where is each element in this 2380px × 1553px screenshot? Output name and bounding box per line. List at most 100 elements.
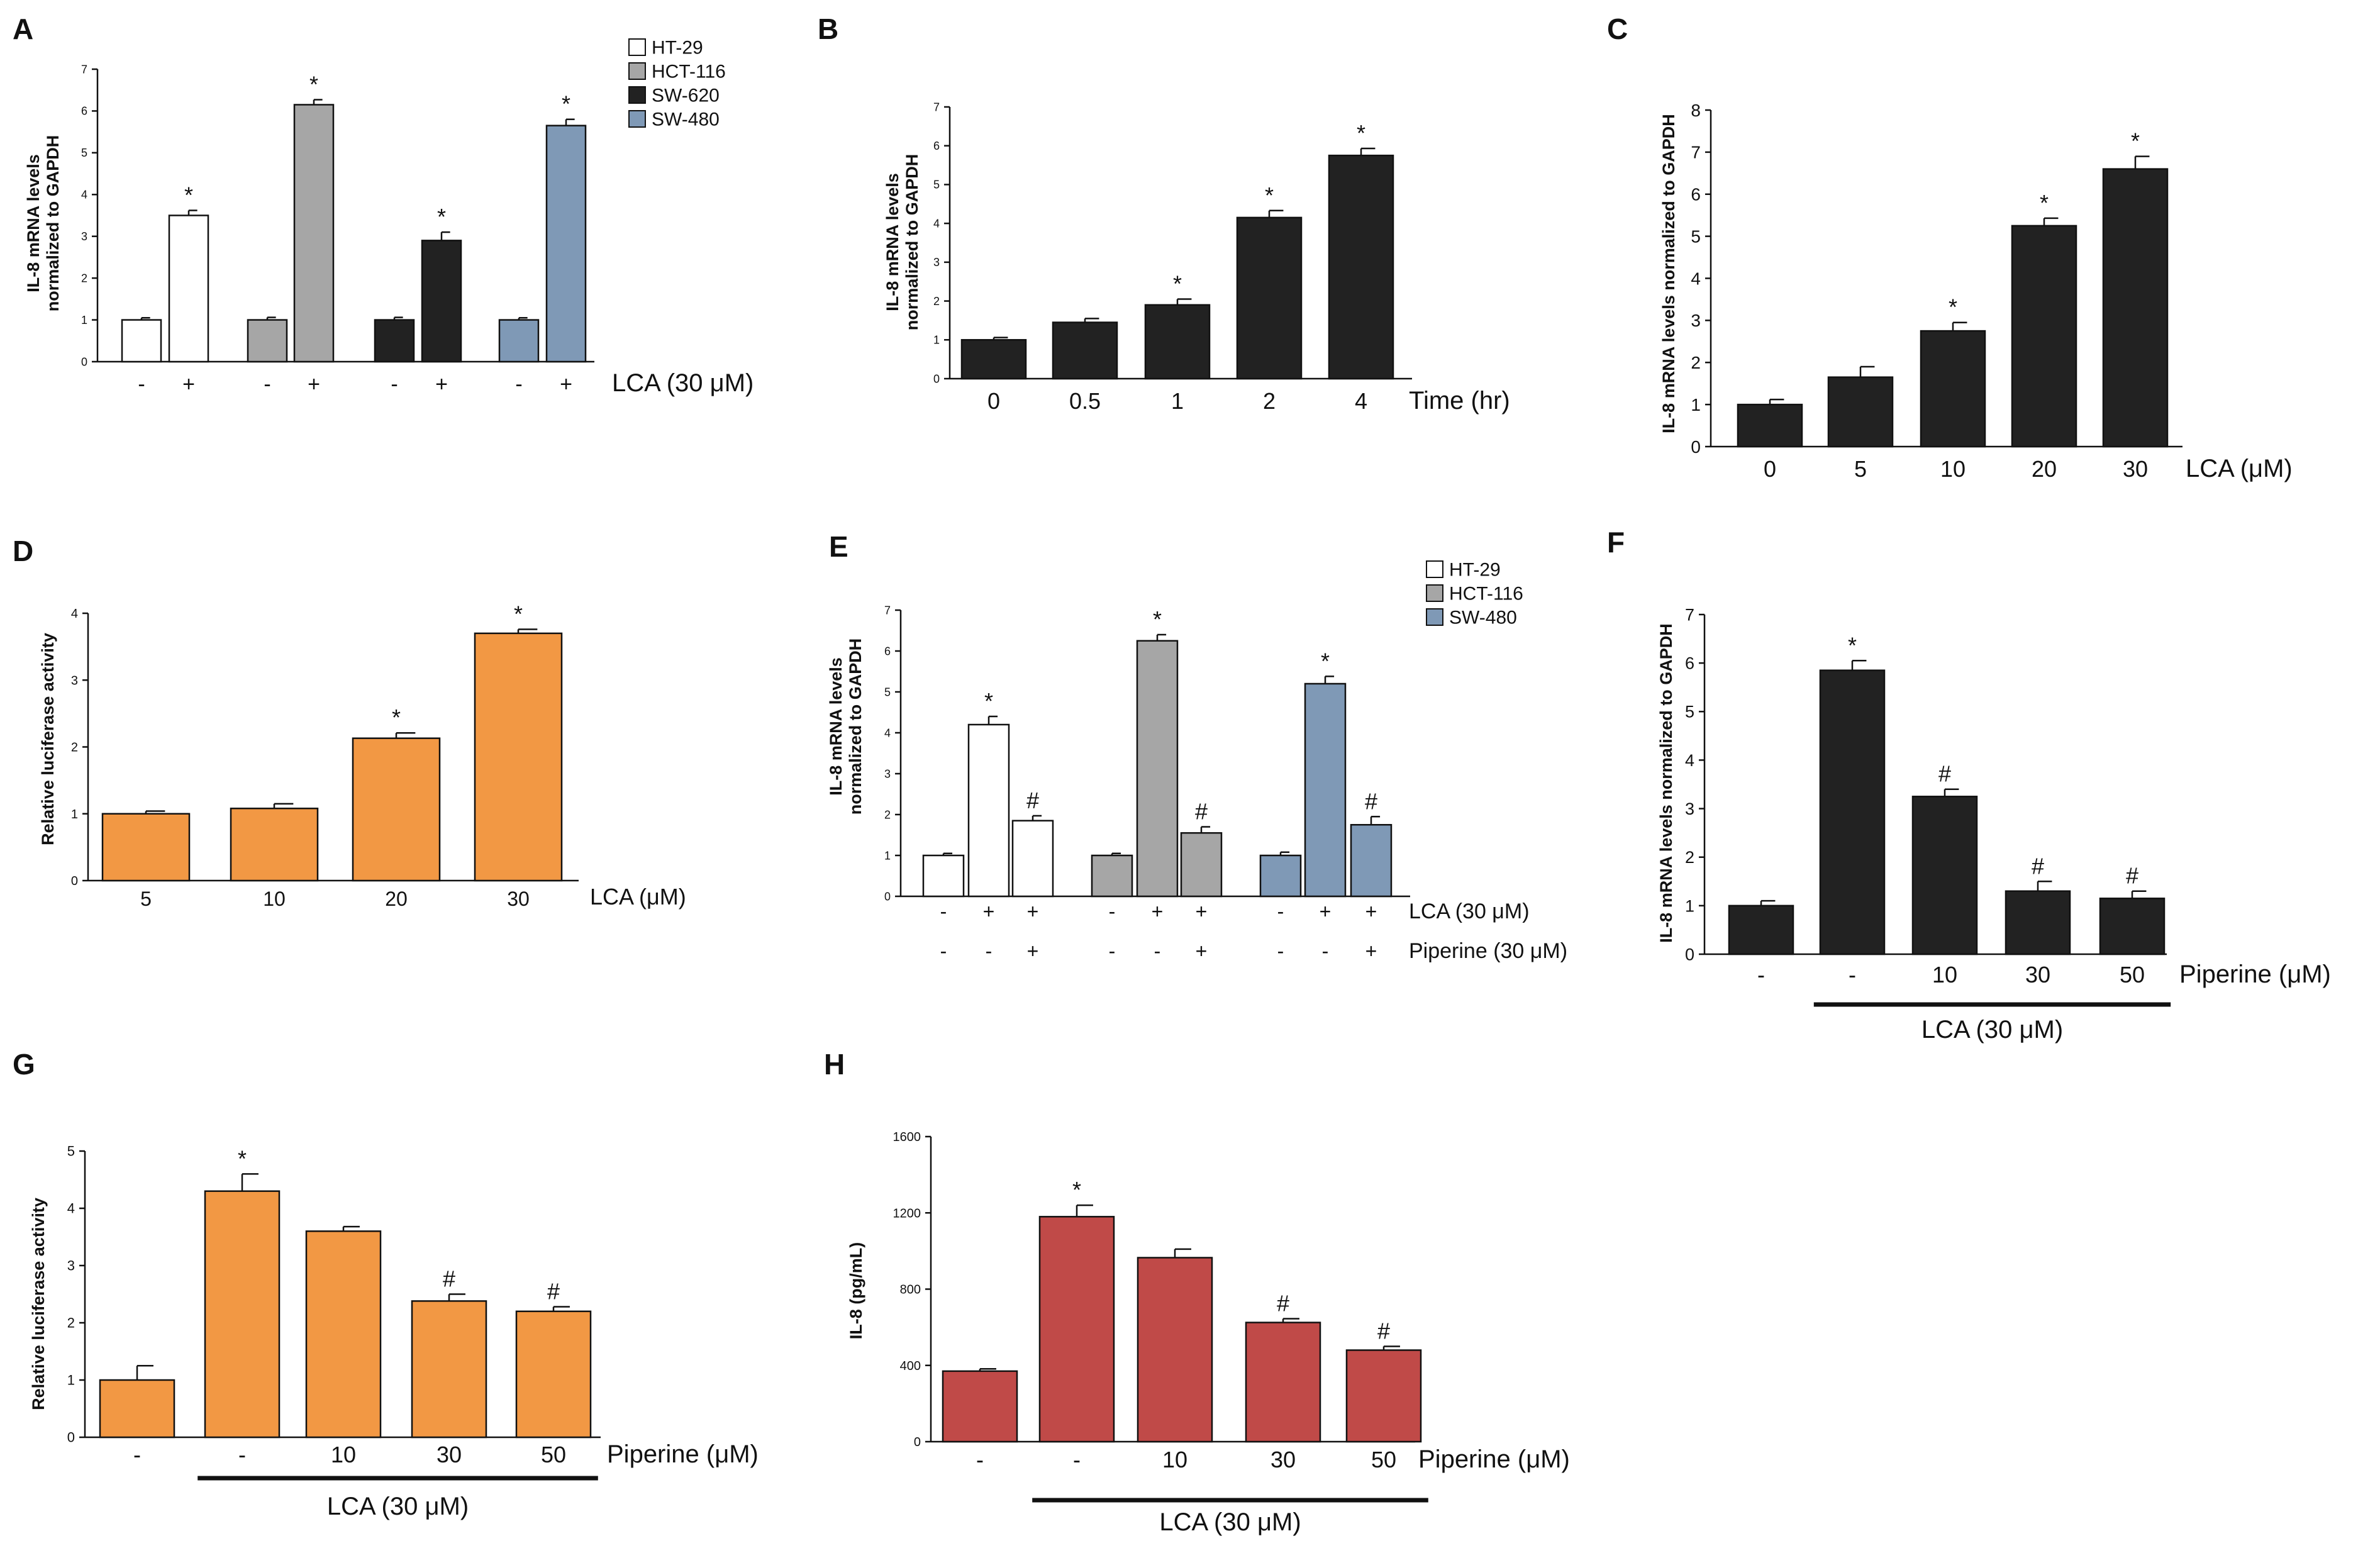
- legend-swatch: [1426, 608, 1443, 626]
- x-tick-label: +: [308, 372, 320, 396]
- y-axis-label: IL-8 mRNA levels normalized to GAPDH: [1657, 623, 1676, 943]
- x-tick-label: 30: [2025, 962, 2050, 988]
- panel-letter: F: [1607, 526, 1625, 559]
- y-tick-label: 3: [1685, 799, 1694, 818]
- y-tick-label: 1600: [893, 1130, 921, 1144]
- significance-mark: #: [1938, 761, 1951, 787]
- y-tick-label: 7: [81, 63, 87, 75]
- y-tick-label: 5: [884, 686, 891, 698]
- x-tick-label-row2: -: [1277, 940, 1284, 962]
- panel-letter: C: [1607, 13, 1628, 45]
- x-tick-label: +: [1365, 900, 1377, 923]
- legend-swatch: [628, 38, 646, 56]
- panel-b: B 0 1 2 3 4 5 6 7 IL-8 mRNA levelsnormalized to G…: [818, 13, 1510, 415]
- y-tick-label: 1200: [893, 1206, 921, 1220]
- y-axis-label-line1: IL-8 mRNA levels: [883, 173, 902, 311]
- x-tick-label: 30: [507, 888, 530, 910]
- x-tick-label: -: [238, 1442, 246, 1467]
- panel-d: D 0 1 2 3 4 Relative luciferase activity 5 10 * 20…: [13, 535, 686, 910]
- bar: [960, 339, 1027, 380]
- bar: [922, 854, 965, 898]
- y-tick-label: 3: [884, 767, 891, 780]
- y-tick-label: 7: [884, 604, 891, 616]
- x-tick-label: 1: [1171, 388, 1184, 414]
- x-tick-label: 5: [140, 888, 152, 910]
- y-axis-label-line2: normalized to GAPDH: [846, 638, 865, 815]
- x-tick-label: +: [182, 372, 195, 396]
- legend-swatch: [628, 86, 646, 104]
- y-tick-label: 7: [1691, 143, 1701, 162]
- bar: [1011, 820, 1054, 898]
- x-tick-label: 50: [541, 1442, 566, 1467]
- x-tick-label: -: [976, 1447, 984, 1472]
- significance-mark: *: [984, 688, 993, 714]
- significance-mark: *: [2040, 190, 2049, 216]
- x-tick-label: -: [138, 372, 145, 396]
- x-tick-label: -: [1109, 900, 1116, 923]
- x-axis-label: LCA (μM): [590, 884, 686, 910]
- bar: [101, 813, 191, 882]
- y-tick-label: 1: [81, 314, 87, 326]
- x-tick-label: 10: [331, 1442, 356, 1467]
- bar: [1911, 796, 1978, 955]
- y-tick-label: 2: [884, 808, 891, 821]
- y-tick-label: 2: [67, 1315, 75, 1331]
- significance-mark: *: [1321, 648, 1330, 674]
- y-tick-label: 1: [933, 334, 940, 347]
- significance-mark: *: [2131, 128, 2140, 154]
- bar: [204, 1190, 281, 1439]
- x-axis-label: LCA (30 μM): [1409, 899, 1530, 923]
- legend-swatch: [628, 110, 646, 128]
- x-tick-label: 30: [437, 1442, 462, 1467]
- panel-letter: H: [824, 1048, 845, 1081]
- y-tick-label: 4: [1691, 269, 1701, 288]
- y-axis-label: Relative luciferase activity: [38, 633, 57, 845]
- x-tick-label: 50: [2120, 962, 2145, 988]
- x-tick-label: -: [1849, 962, 1856, 988]
- y-tick-label: 4: [884, 726, 891, 739]
- y-tick-label: 0: [1691, 437, 1701, 457]
- significance-mark: *: [514, 601, 523, 627]
- x-tick-label: -: [264, 372, 270, 396]
- significance-mark: *: [437, 204, 446, 230]
- bar: [1038, 1216, 1115, 1443]
- bar: [942, 1370, 1018, 1443]
- bar: [1091, 854, 1133, 898]
- y-tick-label: 1: [67, 1372, 75, 1388]
- panel-letter: A: [13, 13, 33, 45]
- x-tick-label: +: [1320, 900, 1332, 923]
- y-tick-label: 4: [1685, 751, 1694, 770]
- y-tick-label: 5: [933, 179, 940, 191]
- group-label: LCA (30 μM): [327, 1493, 469, 1520]
- bar: [1236, 216, 1303, 380]
- bar: [1345, 1349, 1422, 1443]
- x-tick-label-row2: -: [1154, 940, 1161, 962]
- y-tick-label: 0: [884, 890, 891, 903]
- bar: [374, 319, 415, 363]
- y-tick-label: 4: [71, 607, 78, 621]
- y-axis-label: IL-8 mRNA levelsnormalized to GAPDH: [24, 135, 62, 312]
- y-tick-label: 6: [1691, 185, 1701, 204]
- bar: [1304, 682, 1347, 898]
- bar: [1144, 304, 1211, 380]
- x-tick-label: -: [515, 372, 522, 396]
- x-axis-label-row2: Piperine (30 μM): [1409, 939, 1567, 963]
- x-tick-label: 2: [1263, 388, 1276, 414]
- panel-letter: G: [13, 1048, 35, 1081]
- x-tick-label: 0: [987, 388, 1000, 414]
- bar: [1245, 1322, 1321, 1443]
- x-axis-label: Piperine (μM): [607, 1440, 759, 1468]
- y-tick-label: 1: [71, 808, 78, 821]
- y-axis-label-line1: IL-8 mRNA levels: [826, 657, 845, 796]
- y-tick-label: 0: [67, 1430, 75, 1445]
- y-tick-label: 5: [81, 147, 87, 159]
- x-tick-label: -: [391, 372, 398, 396]
- y-axis-label: Relative luciferase activity: [29, 1198, 48, 1410]
- y-tick-label: 0: [1685, 945, 1694, 964]
- y-tick-label: 4: [933, 217, 940, 230]
- significance-mark: #: [1026, 788, 1039, 813]
- x-tick-label: +: [1027, 900, 1039, 923]
- x-tick-label: +: [560, 372, 572, 396]
- x-tick-label: 50: [1371, 1447, 1396, 1472]
- y-tick-label: 2: [933, 295, 940, 308]
